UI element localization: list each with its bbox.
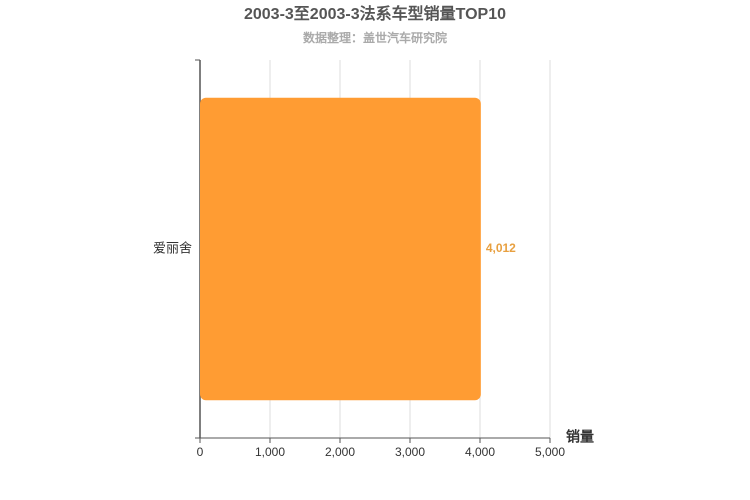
x-tick-label: 5,000 (535, 445, 565, 459)
x-tick-label: 2,000 (325, 445, 355, 459)
chart-subtitle: 数据整理：盖世汽车研究院 (303, 30, 447, 45)
bar (200, 97, 481, 401)
y-tick-label: 爱丽舍 (153, 240, 192, 255)
x-axis-label: 销量 (566, 429, 594, 445)
value-label: 4,012 (486, 241, 516, 255)
x-tick-label: 0 (197, 445, 204, 459)
x-tick-label: 1,000 (255, 445, 285, 459)
x-tick-label: 4,000 (465, 445, 495, 459)
chart-title: 2003-3至2003-3法系车型销量TOP10 (244, 4, 506, 23)
x-tick-label: 3,000 (395, 445, 425, 459)
